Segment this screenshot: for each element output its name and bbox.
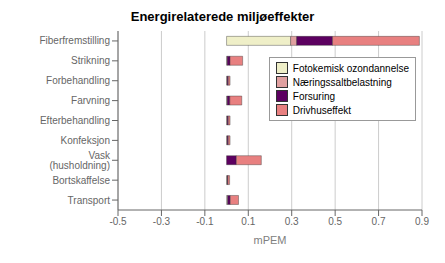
html-text:Næringssaltbelastning: Næringssaltbelastning — [292, 76, 392, 88]
svg-text:Konfeksjon: Konfeksjon — [61, 135, 110, 146]
svg-text:0.5: 0.5 — [328, 216, 342, 227]
svg-text:0.9: 0.9 — [415, 216, 429, 227]
svg-text:Strikning: Strikning — [71, 55, 110, 66]
svg-text:Forbehandling: Forbehandling — [46, 75, 110, 86]
svg-text:Fiberfremstilling: Fiberfremstilling — [39, 35, 110, 46]
svg-text:Farvning: Farvning — [71, 95, 110, 106]
html-text:Fotokemisk ozondannelse: Fotokemisk ozondannelse — [292, 62, 409, 74]
svg-text:Transport: Transport — [68, 195, 111, 206]
svg-text:0.1: 0.1 — [241, 216, 255, 227]
svg-text:0.7: 0.7 — [372, 216, 386, 227]
svg-text:Vask(husholdning): Vask(husholdning) — [49, 150, 111, 171]
svg-text:-0.5: -0.5 — [109, 216, 127, 227]
html-text:Energirelaterede miljøeffekter: Energirelaterede miljøeffekter — [130, 9, 315, 24]
svg-text:Efterbehandling: Efterbehandling — [40, 115, 110, 126]
svg-text:-0.1: -0.1 — [196, 216, 214, 227]
svg-text:Bortskaffelse: Bortskaffelse — [52, 175, 110, 186]
svg-text:-0.3: -0.3 — [153, 216, 171, 227]
svg-text:0.3: 0.3 — [285, 216, 299, 227]
html-text:Drivhuseffekt: Drivhuseffekt — [292, 104, 351, 116]
svg-text:mPEM: mPEM — [254, 234, 287, 246]
html-text:Forsuring: Forsuring — [292, 90, 336, 102]
